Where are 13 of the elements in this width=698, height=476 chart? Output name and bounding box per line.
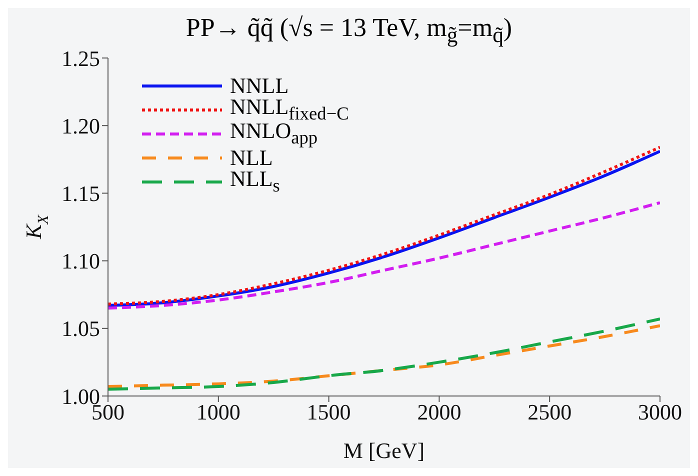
y-tick-label: 1.05 [62, 316, 100, 342]
x-tick-label: 1500 [306, 400, 351, 425]
y-tick-label: 1.25 [62, 46, 100, 71]
y-tick-label: 1.20 [62, 113, 100, 138]
line-series [108, 201, 660, 310]
x-tick-label: 2500 [528, 400, 572, 425]
chart-title: PP→ q̃q̃ (√s = 13 TeV, m$_{g̃}$=m$_{q̃}$) [186, 13, 512, 48]
x-tick-label: 1000 [196, 400, 240, 425]
y-tick-label: 1.15 [62, 181, 100, 206]
x-tick-label: 2000 [417, 400, 462, 425]
x-tick-label: 3000 [638, 400, 682, 425]
y-tick-label: 1.10 [62, 248, 100, 274]
x-axis-title: M [GeV] [343, 438, 425, 463]
